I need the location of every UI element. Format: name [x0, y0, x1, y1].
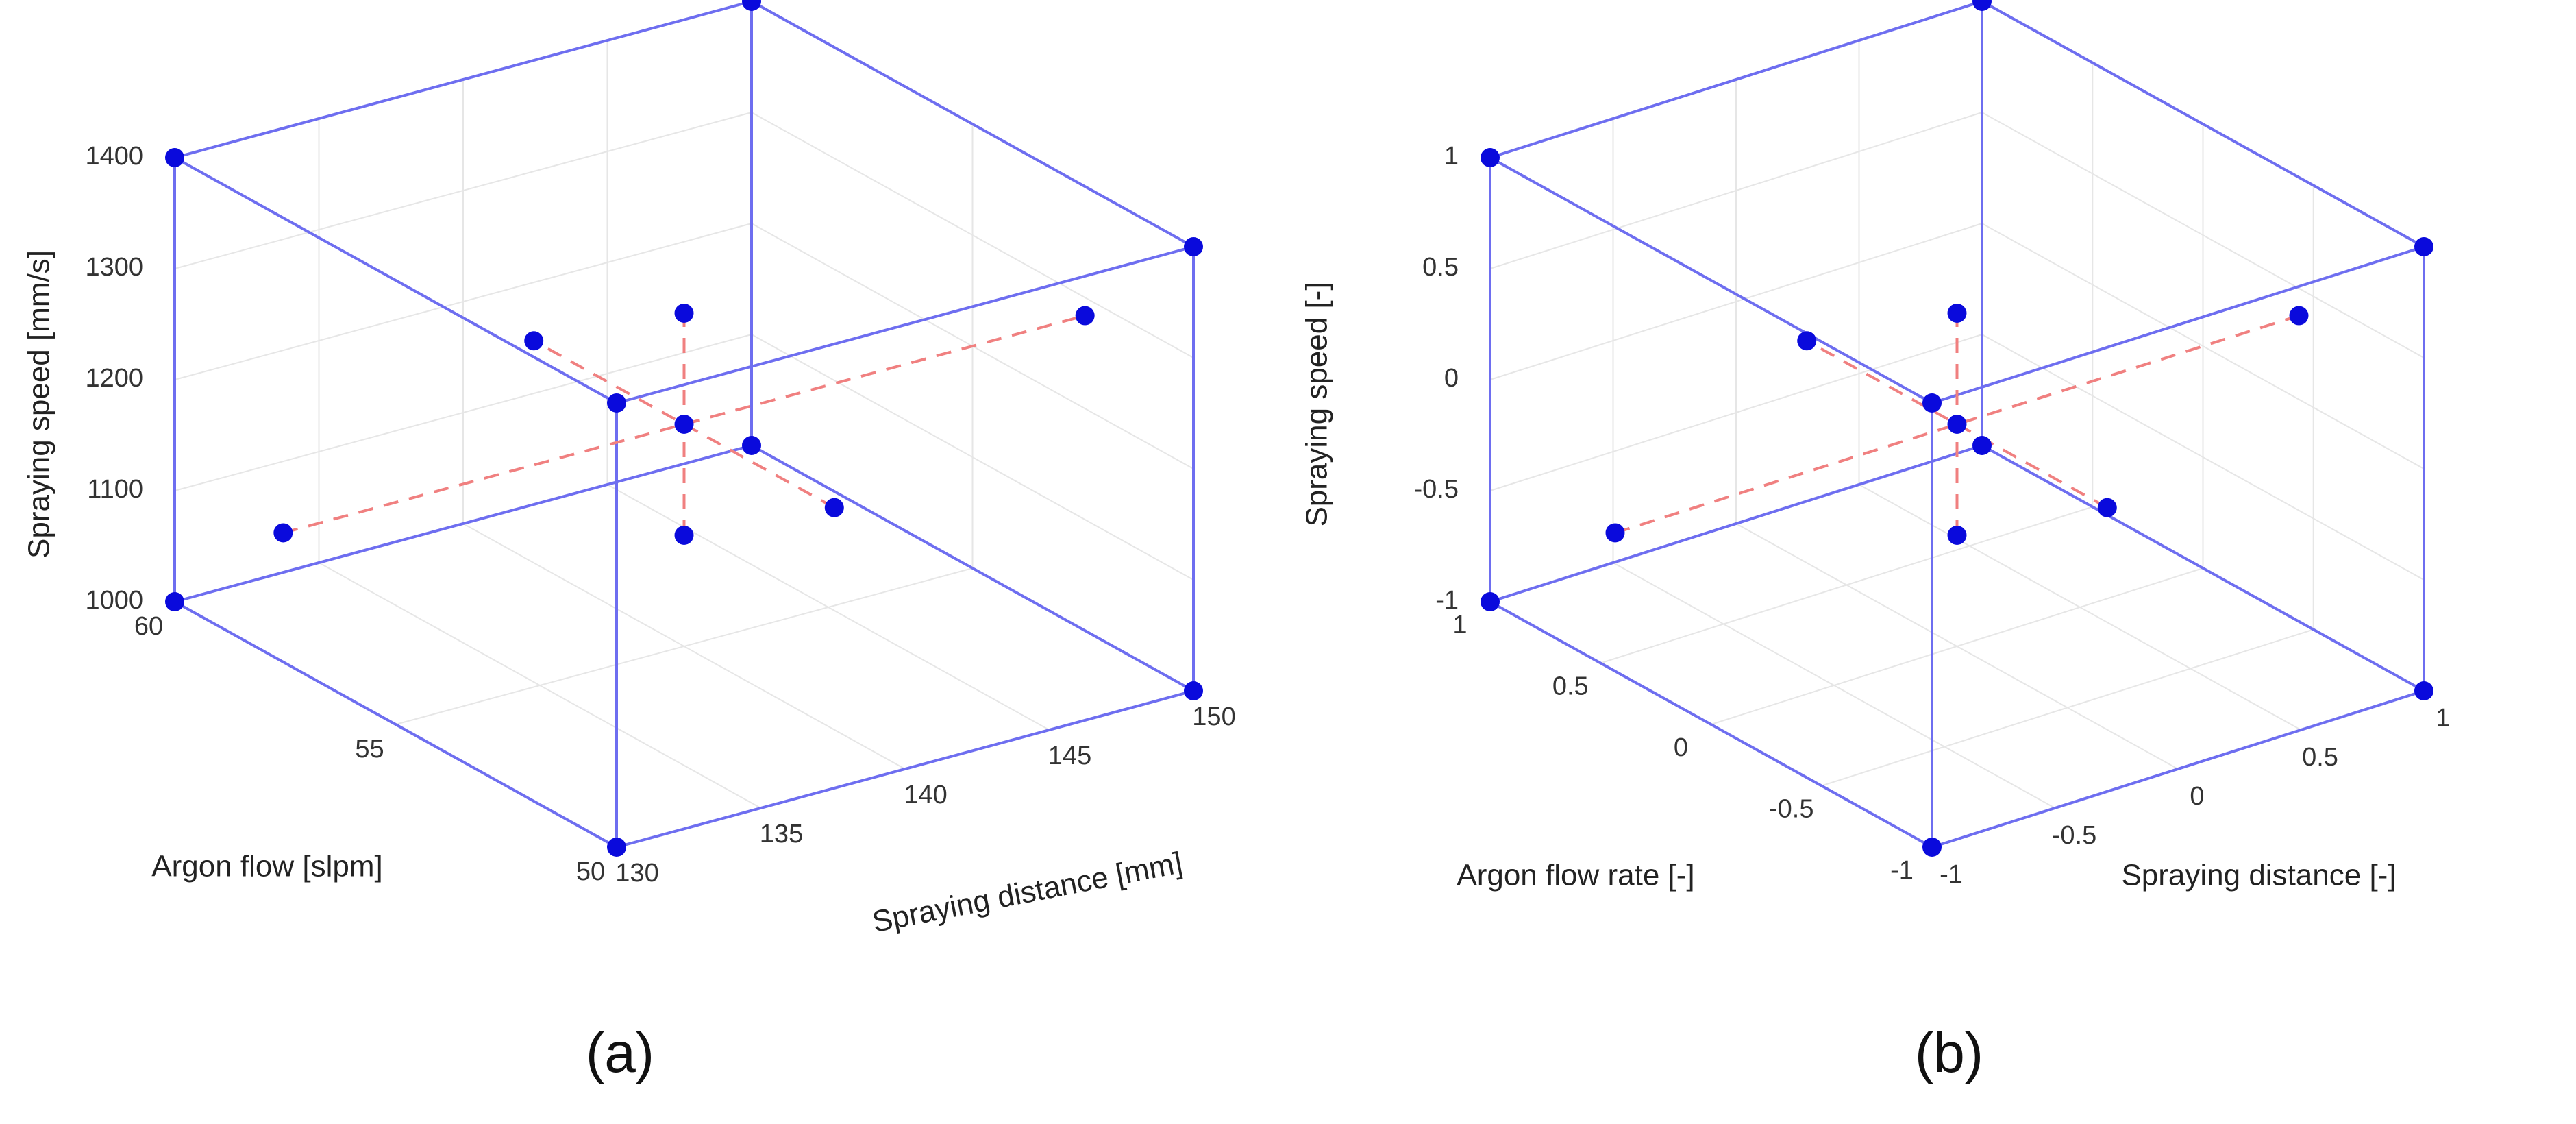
- cube-edge: [1931, 689, 2425, 848]
- center-point: [674, 415, 694, 434]
- factorial-point: [607, 393, 626, 413]
- axial-point: [674, 526, 694, 545]
- factorial-point: [165, 592, 184, 611]
- axial-point: [2097, 498, 2117, 517]
- factorial-point: [742, 436, 761, 455]
- factorial-point: [165, 148, 184, 167]
- cube-edge: [1489, 0, 1983, 159]
- y-tick-label: -1: [1890, 856, 1914, 885]
- x-tick-label: 135: [760, 820, 803, 848]
- grid-line: [395, 567, 973, 725]
- cube-edge: [174, 156, 617, 404]
- axial-line: [533, 339, 835, 509]
- x-tick-label: 130: [615, 859, 658, 888]
- cube-edge: [616, 689, 1194, 848]
- cube-edge: [1981, 0, 2425, 248]
- cube-edge: [1981, 444, 2425, 692]
- axial-point: [2289, 306, 2309, 326]
- z-tick-label: 1100: [87, 475, 143, 504]
- axial-point: [674, 304, 694, 323]
- y-tick-label: 55: [355, 735, 384, 763]
- z-axis-label: Spraying speed [-]: [1300, 282, 1334, 526]
- factorial-point: [1922, 838, 1942, 857]
- factorial-point: [1972, 0, 1992, 11]
- y-tick-label: 0: [1674, 733, 1688, 762]
- axial-point: [1947, 304, 1967, 323]
- x-tick-label: 1: [2436, 704, 2450, 733]
- factorial-point: [2414, 681, 2433, 700]
- cube-edge: [1931, 245, 2425, 404]
- grid-line: [1821, 628, 2314, 787]
- chart-a-caption: (a): [585, 1022, 655, 1084]
- x-axis-label: Spraying distance [-]: [2121, 859, 2396, 892]
- x-tick-label: 0.5: [2302, 743, 2338, 772]
- z-tick-label: 1000: [85, 586, 143, 615]
- factorial-point: [607, 838, 626, 857]
- factorial-point: [1481, 592, 1500, 611]
- factorial-point: [1922, 393, 1942, 413]
- x-axis-label: Spraying distance [mm]: [869, 846, 1185, 939]
- grid-line: [1711, 567, 2203, 725]
- factorial-point: [742, 0, 761, 11]
- cube-edge: [174, 600, 617, 848]
- cube-edge: [1489, 444, 1983, 603]
- factorial-point: [1184, 681, 1203, 700]
- x-tick-label: -1: [1940, 860, 1963, 889]
- factorial-point: [1481, 148, 1500, 167]
- y-tick-label: 1: [1452, 611, 1467, 639]
- factorial-point: [1184, 237, 1203, 256]
- cube-edge: [751, 0, 1194, 248]
- x-tick-label: 140: [904, 781, 947, 809]
- y-tick-label: 0.5: [1552, 672, 1589, 701]
- y-axis-label: Argon flow rate [-]: [1457, 859, 1694, 892]
- z-tick-label: -0.5: [1414, 475, 1459, 504]
- center-point: [1947, 415, 1967, 434]
- axial-point: [273, 523, 293, 543]
- x-tick-label: 145: [1048, 742, 1091, 770]
- y-tick-label: 50: [576, 857, 605, 886]
- chart-b-plot: -1-0.500.51-1-0.500.51-1-0.500.51Sprayin…: [1300, 0, 2451, 892]
- axial-point: [524, 331, 544, 351]
- y-tick-label: 60: [134, 612, 163, 641]
- z-tick-label: 0.5: [1422, 253, 1459, 282]
- x-tick-label: -0.5: [2052, 821, 2096, 850]
- axial-point: [1605, 523, 1625, 543]
- z-tick-label: 0: [1444, 364, 1459, 393]
- axial-line: [282, 314, 1086, 535]
- factorial-point: [1972, 436, 1992, 455]
- cube-edge: [1489, 156, 1933, 404]
- chart-panel-a: 130 135 140 145 150 50 55 60 1000 1100 1200 1300 140…: [23, 0, 1236, 1084]
- chart-panel-b: -1 -0.5 0 0.5 1 -1 -0.5 0 0.5 1 -1 -0.5 0 0.5 1 Sprayin…: [1288, 0, 2576, 1124]
- chart-b-caption: (b): [1914, 1022, 1984, 1084]
- axial-point: [824, 498, 844, 517]
- axial-point: [1947, 526, 1967, 545]
- axial-point: [1075, 306, 1095, 326]
- y-axis-label: Argon flow [slpm]: [151, 850, 382, 883]
- z-tick-label: 1300: [85, 253, 143, 282]
- z-tick-label: -1: [1435, 586, 1459, 615]
- z-tick-label: 1200: [85, 364, 143, 393]
- x-tick-label: 150: [1192, 702, 1235, 731]
- cube-edge: [174, 444, 752, 603]
- cube-edge: [1489, 600, 1933, 848]
- axial-point: [1797, 331, 1817, 351]
- x-tick-label: 0: [2190, 782, 2204, 811]
- axial-line: [1806, 339, 2108, 509]
- factorial-point: [2414, 237, 2433, 256]
- y-tick-label: -0.5: [1769, 795, 1813, 824]
- cube-edge: [616, 245, 1194, 404]
- cube-edge: [751, 444, 1194, 692]
- cube-edge: [174, 0, 752, 159]
- z-tick-label: 1: [1444, 142, 1459, 171]
- z-axis-label: Spraying speed [mm/s]: [23, 250, 56, 559]
- grid-line: [1600, 506, 2093, 664]
- z-tick-label: 1400: [85, 142, 143, 171]
